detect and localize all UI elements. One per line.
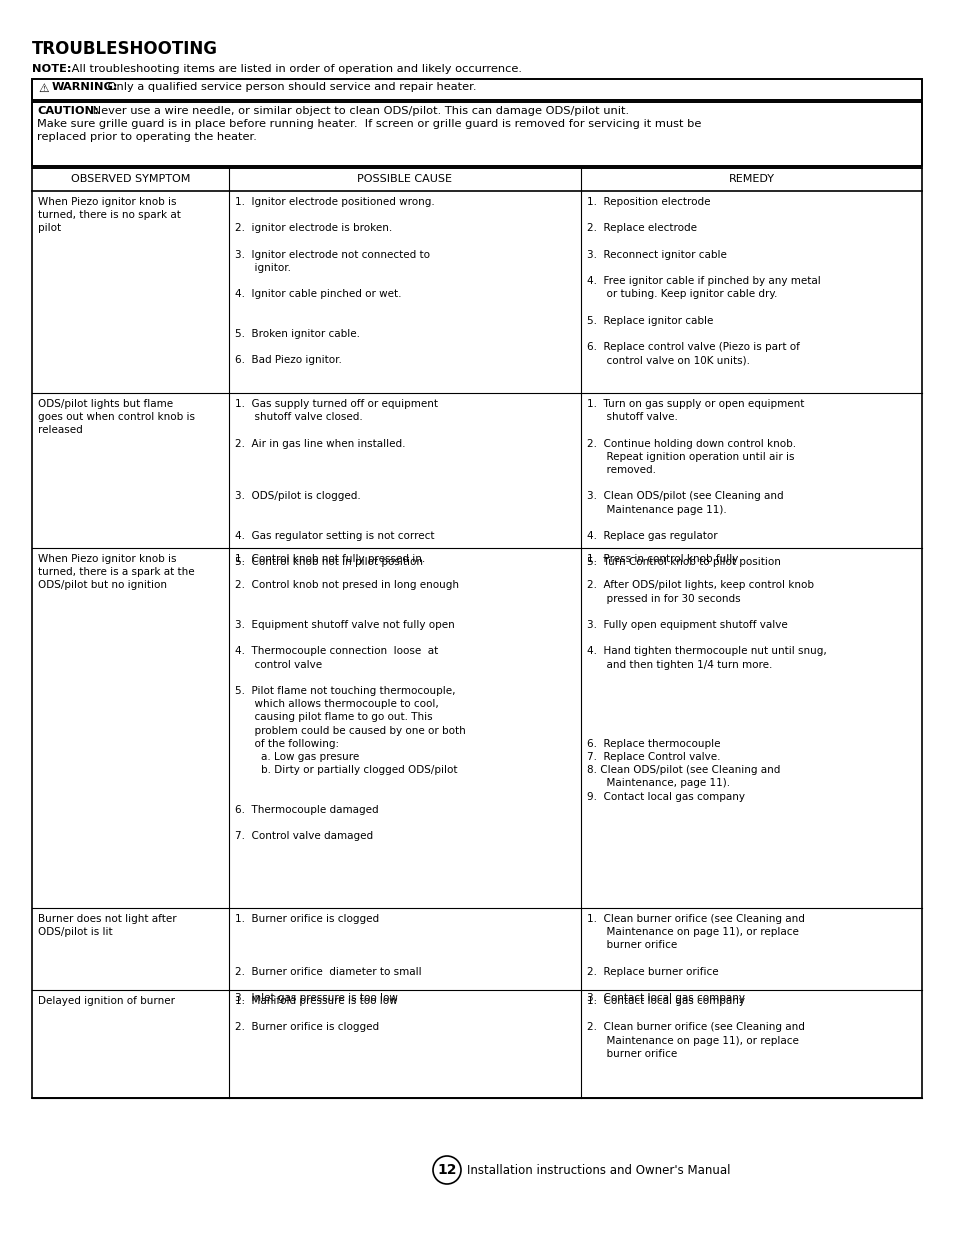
Bar xyxy=(32,79,921,100)
Text: TROUBLESHOOTING: TROUBLESHOOTING xyxy=(32,40,218,58)
Text: CAUTION:: CAUTION: xyxy=(37,106,99,116)
Text: Delayed ignition of burner: Delayed ignition of burner xyxy=(38,995,174,1007)
Text: 1.  Gas supply turned off or equipment
      shutoff valve closed.

2.  Air in g: 1. Gas supply turned off or equipment sh… xyxy=(234,399,437,567)
Text: Burner does not light after
ODS/pilot is lit: Burner does not light after ODS/pilot is… xyxy=(38,914,176,937)
Text: When Piezo ignitor knob is
turned, there is no spark at
pilot: When Piezo ignitor knob is turned, there… xyxy=(38,198,181,233)
Text: Make sure grille guard is in place before running heater.  If screen or grille g: Make sure grille guard is in place befor… xyxy=(37,119,700,128)
Text: 1.  Press in control knob fully

2.  After ODS/pilot lights, keep control knob
 : 1. Press in control knob fully 2. After … xyxy=(586,555,826,802)
Text: 1.  Control knob not fully pressed in.

2.  Control knob not presed in long enou: 1. Control knob not fully pressed in. 2.… xyxy=(234,555,465,841)
Text: 1.  Reposition electrode

2.  Replace electrode

3.  Reconnect ignitor cable

4.: 1. Reposition electrode 2. Replace elect… xyxy=(586,198,820,366)
Text: 1.  Manifold pressure is too low

2.  Burner orifice is clogged: 1. Manifold pressure is too low 2. Burne… xyxy=(234,995,397,1032)
Text: Never use a wire needle, or similar object to clean ODS/pilot. This can damage O: Never use a wire needle, or similar obje… xyxy=(89,106,628,116)
Text: ⚠: ⚠ xyxy=(38,82,49,95)
Text: WARNING:: WARNING: xyxy=(52,82,118,91)
Text: 1.  Ignitor electrode positioned wrong.

2.  ignitor electrode is broken.

3.  I: 1. Ignitor electrode positioned wrong. 2… xyxy=(234,198,435,366)
Text: Installation instructions and Owner's Manual: Installation instructions and Owner's Ma… xyxy=(467,1163,730,1177)
Text: 1.  Turn on gas supply or open equipment
      shutoff valve.

2.  Continue hold: 1. Turn on gas supply or open equipment … xyxy=(586,399,803,567)
Text: 12: 12 xyxy=(436,1163,456,1177)
Text: 1.  Burner orifice is clogged



2.  Burner orifice  diameter to small

3.  Inle: 1. Burner orifice is clogged 2. Burner o… xyxy=(234,914,421,1003)
Text: When Piezo ignitor knob is
turned, there is a spark at the
ODS/pilot but no igni: When Piezo ignitor knob is turned, there… xyxy=(38,555,194,590)
Text: ODS/pilot lights but flame
goes out when control knob is
released: ODS/pilot lights but flame goes out when… xyxy=(38,399,194,436)
Text: All troubleshooting items are listed in order of operation and likely occurrence: All troubleshooting items are listed in … xyxy=(68,64,521,74)
Text: replaced prior to operating the heater.: replaced prior to operating the heater. xyxy=(37,132,256,142)
Text: OBSERVED SYMPTOM: OBSERVED SYMPTOM xyxy=(71,174,190,184)
Text: 1.  Clean burner orifice (see Cleaning and
      Maintenance on page 11), or rep: 1. Clean burner orifice (see Cleaning an… xyxy=(586,914,804,1003)
Text: Only a qualified service person should service and repair heater.: Only a qualified service person should s… xyxy=(104,82,476,91)
Text: POSSIBLE CAUSE: POSSIBLE CAUSE xyxy=(357,174,452,184)
Text: 1.  Contact local gas company

2.  Clean burner orifice (see Cleaning and
      : 1. Contact local gas company 2. Clean bu… xyxy=(586,995,804,1058)
Bar xyxy=(32,103,921,165)
Bar xyxy=(32,168,921,1098)
Text: NOTE:: NOTE: xyxy=(32,64,71,74)
Circle shape xyxy=(433,1156,460,1184)
Text: REMEDY: REMEDY xyxy=(728,174,774,184)
